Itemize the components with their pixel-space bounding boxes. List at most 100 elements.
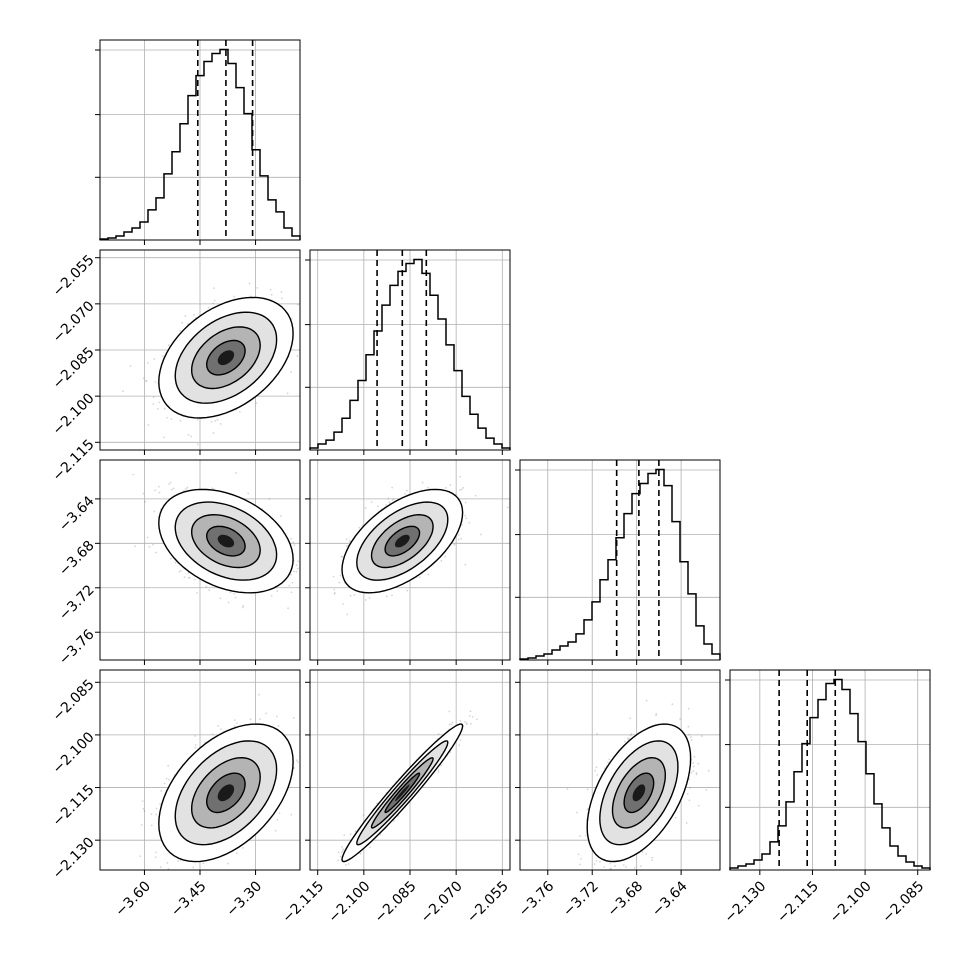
sample-point (168, 778, 170, 781)
sample-point (270, 594, 273, 597)
sample-point (334, 592, 336, 594)
sample-point (385, 504, 387, 506)
histogram-panel (95, 39, 301, 245)
sample-point (194, 735, 197, 737)
y-tick-label: −2.115 (50, 437, 98, 485)
sample-point (301, 336, 303, 338)
histogram-step (309, 258, 511, 450)
scatter-points (139, 693, 325, 881)
sample-point (474, 494, 477, 497)
sample-point (143, 810, 146, 812)
sample-point (168, 483, 170, 485)
sample-point (187, 572, 190, 574)
sample-point (278, 812, 281, 815)
sample-point (453, 543, 456, 546)
sample-point (214, 419, 217, 422)
sample-point (216, 419, 219, 421)
sample-point (170, 557, 172, 560)
sample-point (233, 725, 236, 728)
sample-point (297, 560, 299, 563)
sample-point (465, 517, 468, 520)
sample-point (229, 591, 232, 594)
sample-point (281, 297, 283, 300)
sample-point (183, 489, 185, 492)
scatter-panel (95, 249, 303, 455)
sample-point (426, 486, 429, 489)
sample-point (162, 355, 165, 358)
sample-point (303, 604, 305, 606)
sample-point (183, 576, 186, 579)
sample-point (323, 738, 325, 740)
sample-point (213, 299, 216, 302)
scatter-panel (95, 459, 305, 665)
sample-point (233, 295, 236, 298)
sample-point (238, 410, 241, 413)
sample-point (333, 588, 336, 591)
sample-point (184, 488, 187, 490)
sample-point (391, 486, 394, 489)
sample-point (332, 575, 335, 578)
sample-point (169, 481, 172, 484)
sample-point (460, 488, 463, 491)
sample-point (184, 315, 187, 317)
sample-point (179, 329, 181, 332)
sample-point (333, 593, 336, 595)
y-tick-label: −2.100 (50, 390, 98, 438)
sample-point (403, 493, 406, 495)
sample-point (148, 545, 151, 548)
sample-point (302, 569, 304, 571)
sample-point (155, 851, 157, 854)
sample-point (276, 818, 279, 821)
sample-point (196, 443, 199, 446)
sample-point (291, 317, 293, 320)
sample-point (234, 719, 236, 722)
sample-point (170, 488, 173, 491)
sample-point (212, 302, 214, 305)
sample-point (152, 403, 155, 405)
sample-point (353, 593, 356, 596)
sample-point (196, 591, 198, 594)
sample-point (418, 576, 421, 578)
sample-point (269, 288, 272, 291)
sample-point (293, 717, 295, 719)
sample-point (188, 576, 191, 579)
sample-point (203, 872, 205, 874)
sample-point (227, 876, 229, 878)
sample-point (342, 603, 344, 605)
sample-point (181, 321, 184, 324)
sample-point (152, 543, 154, 546)
sample-point (444, 486, 447, 489)
sample-point (194, 578, 196, 581)
histogram-step (519, 468, 721, 660)
sample-point (295, 564, 298, 567)
sample-point (181, 873, 183, 875)
density-contour (394, 534, 410, 548)
sample-point (370, 501, 373, 503)
sample-point (291, 581, 294, 584)
sample-point (296, 355, 299, 358)
scatter-points (121, 282, 303, 455)
sample-point (167, 344, 170, 347)
sample-point (364, 599, 367, 601)
sample-point (196, 419, 199, 421)
sample-point (187, 433, 190, 436)
sample-point (449, 483, 452, 486)
sample-point (405, 489, 408, 492)
sample-point (209, 453, 211, 455)
sample-point (292, 541, 295, 544)
sample-point (345, 545, 348, 548)
sample-point (216, 879, 218, 881)
sample-point (300, 337, 302, 339)
sample-point (348, 540, 351, 543)
y-tick-label: −3.76 (56, 627, 98, 669)
sample-point (163, 407, 166, 410)
sample-point (339, 574, 342, 577)
sample-point (479, 533, 482, 536)
sample-point (190, 435, 192, 438)
sample-point (459, 488, 461, 491)
sample-point (219, 597, 222, 600)
sample-point (157, 485, 160, 488)
sample-point (154, 489, 156, 492)
sample-point (270, 293, 273, 296)
